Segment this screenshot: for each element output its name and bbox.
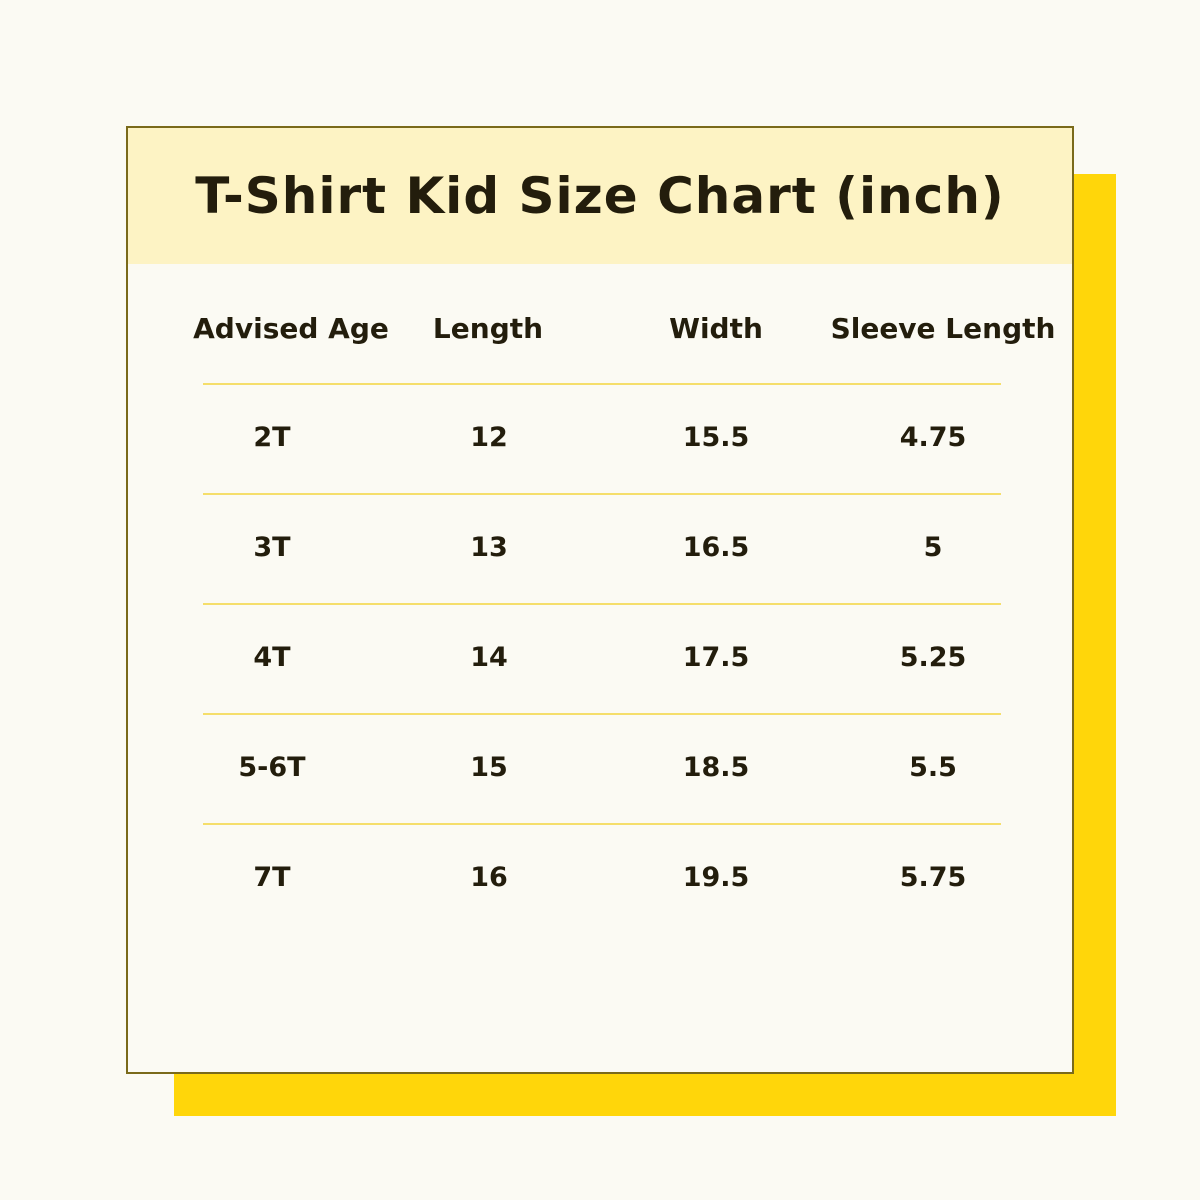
table-cell: 16: [470, 862, 508, 893]
table-cell: 14: [470, 642, 508, 673]
table-cell: 3T: [253, 532, 291, 563]
table-cell: 15: [470, 752, 508, 783]
row-divider: [203, 493, 1001, 495]
table-cell: 15.5: [682, 422, 750, 453]
table-cell: 5.25: [899, 642, 967, 673]
table-cell: 19.5: [682, 862, 750, 893]
table-cell: 17.5: [682, 642, 750, 673]
table-cell: 2T: [253, 422, 291, 453]
row-divider: [203, 823, 1001, 825]
column-header: Length: [432, 312, 544, 345]
table-cell: 5.5: [909, 752, 957, 783]
table-cell: 7T: [253, 862, 291, 893]
column-header: Advised Age: [193, 312, 389, 345]
table-cell: 16.5: [682, 532, 750, 563]
row-divider: [203, 383, 1001, 385]
table-cell: 12: [470, 422, 508, 453]
table-cell: 4.75: [899, 422, 967, 453]
chart-title: T-Shirt Kid Size Chart (inch): [195, 167, 1005, 225]
table-cell: 5.75: [899, 862, 967, 893]
table-cell: 4T: [253, 642, 291, 673]
title-band: [128, 128, 1072, 264]
row-divider: [203, 713, 1001, 715]
table-cell: 5-6T: [238, 752, 306, 783]
size-chart-card: T-Shirt Kid Size Chart (inch) Advised Ag…: [126, 126, 1074, 1074]
row-divider: [203, 603, 1001, 605]
table-cell: 5: [923, 532, 943, 563]
table-cell: 18.5: [682, 752, 750, 783]
column-header: Sleeve Length: [830, 312, 1056, 345]
table-cell: 13: [470, 532, 508, 563]
column-header: Width: [669, 312, 763, 345]
